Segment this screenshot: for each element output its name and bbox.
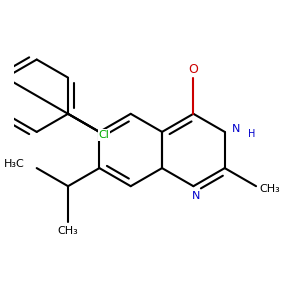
Text: H: H — [248, 129, 255, 140]
Text: CH₃: CH₃ — [58, 226, 78, 236]
Text: CH₃: CH₃ — [259, 184, 280, 194]
Text: O: O — [188, 63, 198, 76]
Text: N: N — [192, 190, 201, 201]
Text: H₃C: H₃C — [4, 159, 25, 169]
Text: Cl: Cl — [99, 130, 110, 140]
Text: N: N — [232, 124, 240, 134]
